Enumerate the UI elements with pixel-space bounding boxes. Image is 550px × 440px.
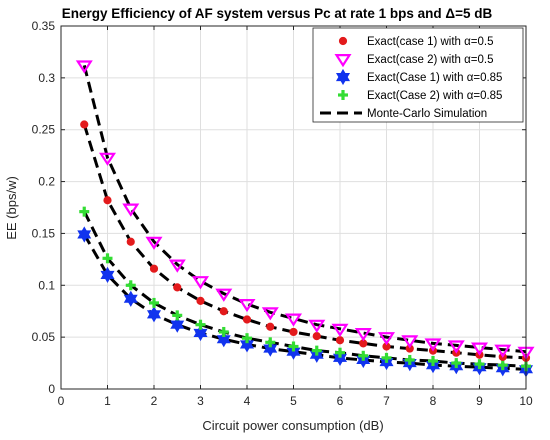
legend-plus-marker <box>338 90 348 100</box>
triangle-down-marker <box>377 332 396 346</box>
y-tick-label: 0.05 <box>32 330 56 344</box>
x-tick-label: 8 <box>430 394 437 408</box>
dot-marker <box>80 120 89 129</box>
monte-carlo-curve <box>82 210 527 368</box>
legend-dot-marker <box>338 36 348 46</box>
hexagram-marker <box>193 324 208 342</box>
dot-marker <box>266 322 275 331</box>
hexagram-part <box>77 230 92 243</box>
plus-marker <box>311 345 322 356</box>
legend-triangle-down-marker <box>334 53 352 68</box>
triangle-down-marker <box>75 60 93 74</box>
x-axis-label: Circuit power consumption (dB) <box>202 418 383 433</box>
plus-marker <box>218 326 229 337</box>
triangle-down-marker <box>238 299 256 313</box>
dot-marker <box>289 327 298 337</box>
plus-marker <box>125 280 136 291</box>
plus-marker <box>335 347 345 358</box>
x-tick-label: 7 <box>383 394 390 408</box>
triangle-down-marker <box>145 236 163 250</box>
triangle-down-marker <box>401 335 419 349</box>
x-tick-label: 2 <box>151 394 158 408</box>
x-tick-label: 4 <box>244 394 251 408</box>
triangle-down-marker <box>215 288 233 302</box>
hexagram-part <box>170 320 185 333</box>
triangle-down-marker <box>261 307 279 321</box>
plus-marker <box>358 350 369 361</box>
y-axis-label: EE (bps/w) <box>4 176 19 240</box>
legend-hexagram-marker <box>335 68 351 86</box>
y-tick-label: 0 <box>48 382 55 396</box>
dot-marker <box>335 336 345 345</box>
plus-marker <box>149 297 159 308</box>
hexagram-marker <box>77 226 92 243</box>
triangle-down-marker <box>494 344 512 358</box>
dot-marker <box>312 332 321 341</box>
triangle-down-marker <box>308 319 326 333</box>
plus-marker <box>428 355 438 366</box>
x-tick-label: 0 <box>58 394 65 408</box>
plus-marker <box>451 358 462 369</box>
y-tick-label: 0.2 <box>38 175 55 189</box>
plus-marker <box>102 253 113 264</box>
hexagram-marker <box>100 266 115 283</box>
dot-marker <box>126 237 135 246</box>
hexagram-marker <box>123 290 138 307</box>
dot-marker <box>149 264 159 273</box>
dot-marker <box>219 307 228 316</box>
legend-label: Exact(Case 1) with α=0.85 <box>367 72 502 84</box>
triangle-down-marker <box>331 323 349 338</box>
x-tick-label: 9 <box>476 394 483 408</box>
y-tick-label: 0.1 <box>38 278 55 292</box>
plus-marker <box>381 352 392 363</box>
triangle-down-marker <box>122 203 140 217</box>
x-tick-label: 6 <box>337 394 344 408</box>
plus-marker <box>404 354 415 365</box>
y-tick-label: 0.25 <box>32 123 56 137</box>
plus-marker <box>242 333 252 344</box>
y-tick-label: 0.35 <box>32 19 56 33</box>
triangle-down-marker <box>354 328 372 342</box>
chart-title: Energy Efficiency of AF system versus Pc… <box>62 6 493 21</box>
triangle-down-marker <box>191 276 210 290</box>
x-tick-label: 3 <box>197 394 204 408</box>
y-tick-label: 0.3 <box>38 71 55 85</box>
hexagram-marker <box>146 306 162 323</box>
y-tick-label: 0.15 <box>32 226 56 240</box>
plus-marker <box>265 337 276 348</box>
triangle-down-marker <box>284 313 303 327</box>
legend-label: Exact(Case 2) with α=0.85 <box>367 90 502 102</box>
triangle-down-marker <box>447 340 465 354</box>
plus-marker <box>288 341 299 352</box>
triangle-down-marker <box>424 338 442 352</box>
hexagram-part <box>146 310 162 323</box>
x-tick-label: 10 <box>519 394 533 408</box>
hexagram-part <box>335 73 351 86</box>
hexagram-part <box>100 270 115 283</box>
dot-marker <box>173 283 182 292</box>
dot-marker <box>103 196 112 205</box>
plus-marker <box>195 319 206 330</box>
hexagram-marker <box>170 316 185 333</box>
x-tick-label: 1 <box>104 394 111 408</box>
plus-marker <box>172 310 183 321</box>
plus-marker <box>79 206 90 217</box>
hexagram-marker <box>216 331 231 348</box>
triangle-down-marker <box>168 259 186 273</box>
plus-marker <box>474 359 485 370</box>
legend-label: Exact(case 2) with α=0.5 <box>367 54 494 66</box>
legend: Exact(case 1) with α=0.5 Exact(case 2) wi… <box>312 27 524 123</box>
triangle-down-marker <box>470 342 489 356</box>
hexagram-part <box>123 294 138 307</box>
plus-marker <box>497 360 508 371</box>
x-tick-label: 5 <box>290 394 297 408</box>
triangle-down-marker <box>98 152 117 166</box>
legend-label: Monte-Carlo Simulation <box>367 108 487 120</box>
axis-ticks: 0 1 2 3 4 5 6 7 8 9 10 0 0.05 0.1 0.15 0.2 0.25 0.3 0.35 <box>32 19 533 408</box>
legend-label: Exact(case 1) with α=0.5 <box>367 36 494 48</box>
dot-marker <box>242 315 252 324</box>
dot-marker <box>196 296 205 305</box>
